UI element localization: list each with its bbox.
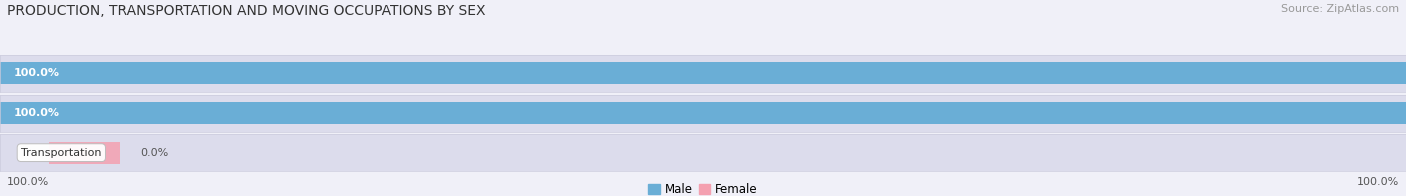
Bar bbox=[0, 62, 1406, 84]
Text: PRODUCTION, TRANSPORTATION AND MOVING OCCUPATIONS BY SEX: PRODUCTION, TRANSPORTATION AND MOVING OC… bbox=[7, 4, 485, 18]
Bar bbox=[0, 62, 1406, 84]
Text: 100.0%: 100.0% bbox=[7, 177, 49, 187]
Text: Transportation: Transportation bbox=[21, 148, 101, 158]
Bar bbox=[0, 102, 1406, 124]
Text: 100.0%: 100.0% bbox=[14, 68, 60, 78]
Legend: Male, Female: Male, Female bbox=[644, 179, 762, 196]
Bar bbox=[49, 142, 120, 164]
Bar bbox=[0, 142, 1406, 164]
Text: Source: ZipAtlas.com: Source: ZipAtlas.com bbox=[1281, 4, 1399, 14]
Text: 100.0%: 100.0% bbox=[1357, 177, 1399, 187]
Bar bbox=[0, 102, 1406, 124]
Text: 0.0%: 0.0% bbox=[141, 148, 169, 158]
Text: 100.0%: 100.0% bbox=[14, 108, 60, 118]
